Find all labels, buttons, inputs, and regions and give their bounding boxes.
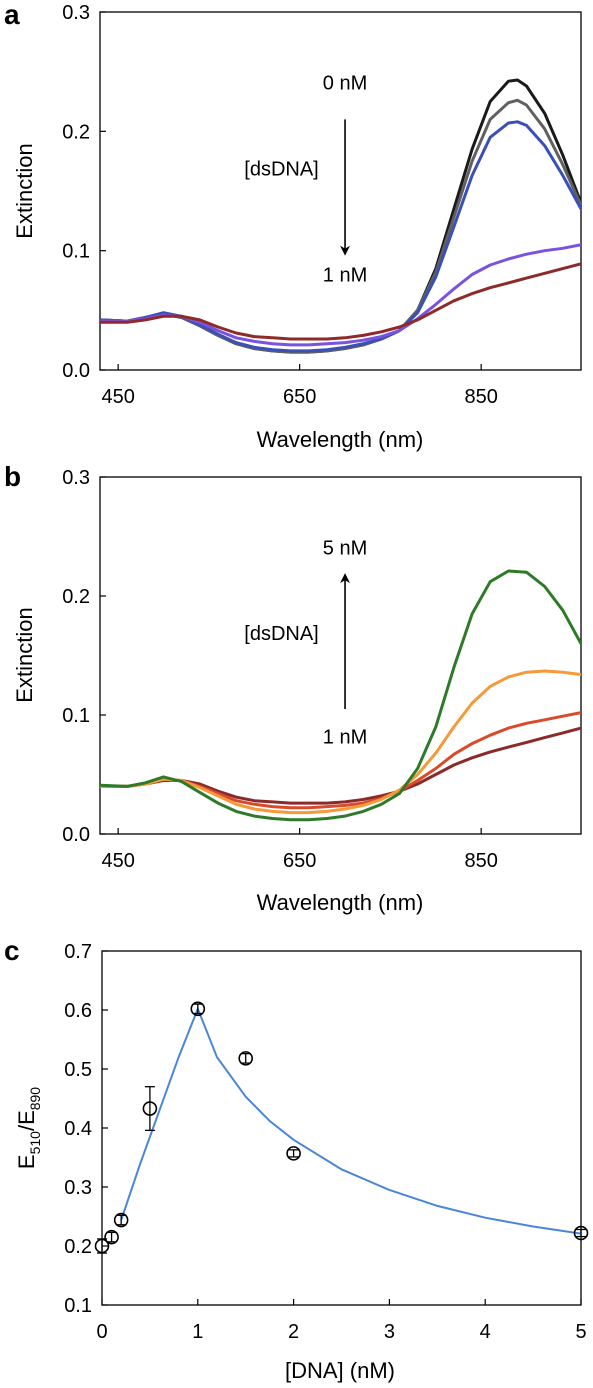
y-tick-label-b-1: 0.1 [62, 705, 90, 727]
y-tick-label-b-0: 0.0 [62, 824, 90, 846]
plot-frame-b [99, 476, 582, 835]
x-tick-label-c-1: 1 [192, 1321, 203, 1343]
x-tick-label-a-0: 450 [101, 386, 134, 408]
y-axis-label-c: E510/E890 [14, 1087, 43, 1169]
x-tick-label-a-1: 650 [283, 386, 316, 408]
data-point-5 [238, 1051, 253, 1066]
tick-layer-a: 0.0 0.1 0.2 0.3 450 650 850 [62, 2, 498, 408]
annotation-layer-b: 5 nM [dsDNA] 1 nM [244, 537, 367, 748]
y-label-sub1: 510 [27, 1131, 43, 1155]
annotation-top-a: 0 nM [323, 73, 367, 95]
series-line-b-3 [100, 569, 581, 822]
fit-curve-c [120, 1006, 581, 1235]
series-group-a [100, 78, 581, 354]
y-label-sep: /E [14, 1110, 39, 1131]
marker-2 [113, 1212, 129, 1228]
data-point-7 [573, 1225, 589, 1241]
y-tick-label-c-1: 0.2 [64, 1236, 92, 1258]
annotation-layer-a: 0 nM [dsDNA] 1 nM [244, 73, 367, 287]
panel-letter-a: a [4, 0, 20, 30]
series-layer-b [100, 569, 581, 822]
y-tick-label-c-0: 0.1 [64, 1295, 92, 1317]
y-label-sub2: 890 [27, 1087, 43, 1111]
series-line-a-3 [100, 243, 581, 347]
annotation-middle-b: [dsDNA] [244, 623, 318, 645]
series-line-a-4 [100, 262, 581, 341]
series-layer-c [94, 1001, 589, 1254]
annotation-top-b: 5 nM [323, 537, 367, 559]
x-tick-label-c-2: 2 [288, 1321, 299, 1343]
x-tick-label-c-3: 3 [384, 1321, 395, 1343]
y-label-main: E [14, 1154, 39, 1169]
annotation-bottom-a: 1 nM [323, 265, 367, 287]
data-point-2 [113, 1212, 129, 1228]
marker-5 [238, 1051, 253, 1066]
x-tick-label-c-4: 4 [480, 1321, 491, 1343]
series-group-b [100, 569, 581, 822]
series-line-a-0 [100, 78, 581, 354]
annotation-bottom-b: 1 nM [323, 727, 367, 749]
y-tick-label-a-1: 0.1 [62, 241, 90, 263]
marker-4 [190, 1001, 206, 1017]
data-point-1 [104, 1229, 119, 1245]
x-axis-label-a: Wavelength (nm) [257, 427, 424, 452]
x-axis-label-c: [DNA] (nM) [285, 1358, 395, 1383]
marker-3 [142, 1101, 158, 1116]
panel-c: c 0.1 0.2 0.3 0.4 0.5 0.6 0.7 0 1 2 3 4 5 [DNA] (nM)… [4, 935, 589, 1383]
y-tick-label-b-3: 0.3 [62, 467, 90, 489]
x-tick-label-b-1: 650 [283, 850, 316, 872]
x-tick-label-c-0: 0 [96, 1321, 107, 1343]
x-tick-label-b-0: 450 [101, 850, 134, 872]
fit-group-c [120, 1006, 581, 1235]
y-tick-label-b-2: 0.2 [62, 586, 90, 608]
marker-1 [104, 1229, 119, 1245]
y-tick-label-c-5: 0.6 [64, 1000, 92, 1022]
marker-7 [573, 1225, 589, 1241]
marker-0 [94, 1238, 110, 1254]
marker-6 [286, 1146, 301, 1161]
series-line-b-2 [100, 669, 581, 815]
panel-letter-b: b [4, 461, 21, 492]
plot-frame-c [101, 950, 582, 1306]
tick-layer-b: 0.0 0.1 0.2 0.3 450 650 850 [62, 467, 498, 872]
x-tick-label-a-2: 850 [464, 386, 497, 408]
x-tick-label-b-2: 850 [464, 850, 497, 872]
y-tick-label-a-0: 0.0 [62, 360, 90, 382]
y-axis-label-a: Extinction [12, 143, 37, 238]
x-tick-label-c-5: 5 [575, 1321, 586, 1343]
y-tick-label-a-2: 0.2 [62, 121, 90, 143]
y-tick-label-c-4: 0.5 [64, 1059, 92, 1081]
series-layer-a [100, 78, 581, 354]
tick-layer-c: 0.1 0.2 0.3 0.4 0.5 0.6 0.7 0 1 2 3 4 5 [64, 941, 586, 1343]
y-tick-label-c-2: 0.3 [64, 1177, 92, 1199]
data-point-4 [190, 1001, 206, 1017]
panel-letter-c: c [4, 935, 20, 966]
plot-frame-a [99, 11, 582, 371]
annotation-middle-a: [dsDNA] [244, 158, 318, 180]
data-point-6 [286, 1146, 301, 1161]
y-tick-label-a-3: 0.3 [62, 2, 90, 24]
y-axis-label-b: Extinction [12, 607, 37, 702]
y-tick-label-c-6: 0.7 [64, 941, 92, 963]
data-point-3 [142, 1086, 158, 1132]
x-axis-label-b: Wavelength (nm) [257, 890, 424, 915]
y-tick-label-c-3: 0.4 [64, 1118, 92, 1140]
